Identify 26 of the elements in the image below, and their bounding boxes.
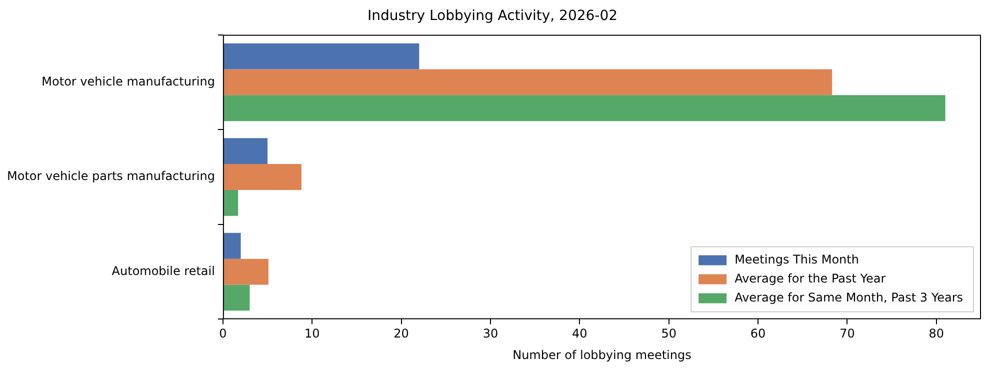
x-tick-label: 40 bbox=[572, 326, 588, 341]
bar bbox=[223, 164, 302, 190]
x-tick-label: 30 bbox=[482, 326, 498, 341]
bar bbox=[223, 232, 241, 259]
legend-label: Meetings This Month bbox=[734, 252, 859, 266]
x-tick-label: 80 bbox=[928, 326, 944, 341]
bar bbox=[223, 43, 420, 70]
legend-label: Average for Same Month, Past 3 Years bbox=[734, 290, 964, 304]
x-tick-label: 10 bbox=[304, 326, 320, 341]
bar bbox=[223, 284, 250, 311]
x-tick-label: 50 bbox=[661, 326, 676, 341]
x-tick-label: 20 bbox=[394, 326, 409, 341]
legend-label: Average for the Past Year bbox=[734, 271, 886, 286]
bar bbox=[223, 258, 268, 285]
bar bbox=[223, 190, 238, 216]
y-tick-label: Motor vehicle parts manufacturing bbox=[6, 169, 215, 184]
bar bbox=[223, 69, 832, 96]
y-tick-label: Automobile retail bbox=[112, 264, 215, 278]
x-tick-label: 60 bbox=[750, 326, 766, 341]
y-tick-label: Motor vehicle manufacturing bbox=[42, 74, 215, 88]
x-tick-label: 0 bbox=[219, 326, 227, 341]
bar bbox=[223, 95, 946, 122]
bar bbox=[223, 138, 268, 164]
chart-title: Industry Lobbying Activity, 2026-02 bbox=[367, 8, 618, 24]
x-tick-label: 70 bbox=[840, 326, 855, 341]
x-axis-title: Number of lobbying meetings bbox=[512, 348, 692, 362]
